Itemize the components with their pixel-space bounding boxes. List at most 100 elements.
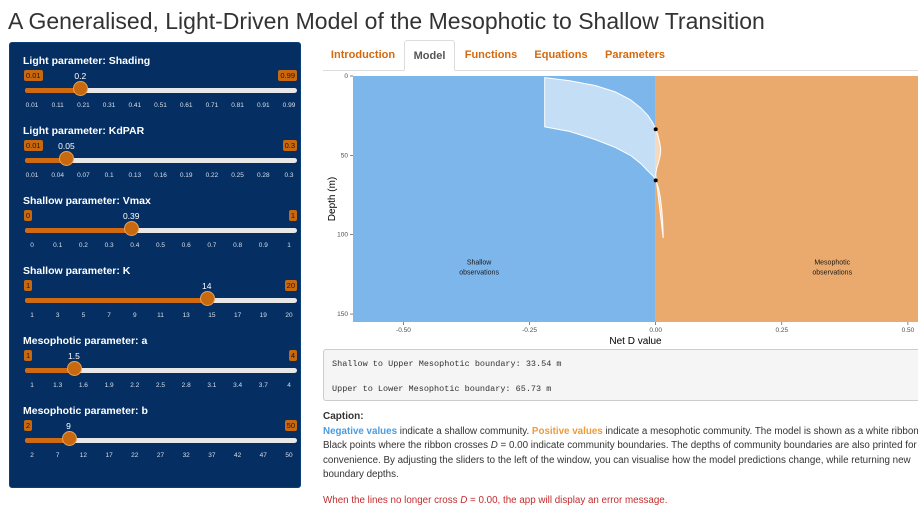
slider-label: Mesophotic parameter: b: [23, 405, 148, 417]
shading-slider[interactable]: Light parameter: Shading 0.01 0.99 0.2 0…: [23, 55, 297, 117]
y-tick-label: 50: [341, 152, 349, 159]
slider-tick-label: 7: [107, 312, 111, 319]
y-tick-label: 0: [344, 73, 348, 80]
tab-model[interactable]: Model: [404, 40, 455, 71]
slider-tick-label: 50: [285, 452, 293, 459]
slider-tick-label: 0.3: [104, 242, 114, 249]
caption-text: = 0.00 indicate community boundaries. Th…: [323, 440, 917, 480]
slider-ticks: 0 0.1 0.2 0.3 0.4 0.5 0.6 0.7 0.8 0.9 1: [23, 242, 297, 252]
slider-min-badge: 0: [24, 210, 33, 221]
slider-min-badge: 0.01: [24, 70, 43, 81]
slider-tick-label: 2.2: [130, 382, 140, 389]
slider-min-badge: 1: [24, 280, 33, 291]
slider-tick-label: 0.4: [130, 242, 140, 249]
tab-functions[interactable]: Functions: [464, 49, 518, 61]
slider-tick-label: 0.19: [179, 172, 193, 179]
slider-max-badge: 20: [284, 280, 297, 291]
slider-ticks: 2 7 12 17 22 27 32 37 42 47 50: [23, 452, 297, 462]
slider-tick-label: 0.01: [25, 172, 39, 179]
slider-value-label: 0.2: [74, 71, 87, 81]
x-tick-label: 0.50: [902, 327, 915, 334]
slider-tick-label: 5: [81, 312, 86, 319]
slider-tick-label: 11: [157, 312, 164, 319]
slider-tick-label: 0.25: [231, 172, 244, 179]
y-axis-title: Depth (m): [327, 177, 338, 221]
a-slider[interactable]: Mesophotic parameter: a 1 4 1.5 1 1.3 1.6 1…: [23, 335, 297, 397]
slider-tick-label: 0.9: [258, 242, 268, 249]
d-symbol: D: [460, 495, 468, 506]
region-label: Mesophotic: [814, 260, 850, 267]
slider-tick-label: 15: [208, 312, 216, 319]
slider-ticks: 1 1.3 1.6 1.9 2.2 2.5 2.8 3.1 3.4 3.7 4: [23, 382, 297, 392]
slider-tick-label: 0.28: [256, 172, 270, 179]
upper-lower-boundary-text: Upper to Lower Mesophotic boundary: 65.7…: [332, 384, 552, 394]
slider-thumb[interactable]: [199, 291, 215, 306]
slider-tick-label: 3.1: [207, 382, 217, 389]
slider-fill: [25, 158, 67, 163]
slider-thumb[interactable]: [73, 81, 89, 96]
slider-value-label: 0.39: [122, 211, 140, 221]
region-label: Shallow: [467, 260, 492, 267]
slider-label: Light parameter: Shading: [23, 55, 151, 67]
b-slider[interactable]: Mesophotic parameter: b 2 50 9 2 7 12 17 22 2…: [23, 405, 297, 467]
slider-tick-label: 12: [79, 452, 88, 459]
slider-tick-label: 0.51: [154, 102, 167, 109]
slider-tick-label: 7: [55, 452, 60, 459]
slider-track[interactable]: [25, 228, 297, 233]
slider-value-label: 1.5: [67, 351, 80, 361]
slider-min-badge: 2: [24, 420, 33, 431]
slider-tick-label: 0.61: [179, 102, 193, 109]
slider-track[interactable]: [25, 158, 297, 163]
slider-thumb[interactable]: [124, 221, 140, 236]
tab-bar: Introduction Model Functions Equations P…: [323, 40, 918, 71]
slider-tick-label: 13: [182, 312, 190, 319]
slider-tick-label: 32: [182, 452, 190, 459]
slider-tick-label: 0.99: [282, 102, 296, 109]
slider-tick-label: 0.2: [78, 242, 88, 249]
slider-tick-label: 1: [30, 382, 34, 389]
slider-tick-label: 0.11: [51, 102, 64, 109]
error-note: When the lines no longer cross D = 0.00,…: [323, 495, 667, 506]
plot-svg: Shallow observations Mesophotic observation…: [327, 73, 918, 347]
model-ribbon: [544, 77, 664, 238]
caption-text: indicate a mesophotic community. The mod…: [323, 425, 918, 452]
d-symbol: D: [490, 440, 498, 451]
slider-fill: [25, 88, 81, 93]
slider-tick-label: 1: [30, 312, 34, 319]
slider-thumb[interactable]: [66, 361, 82, 376]
slider-label: Mesophotic parameter: a: [23, 335, 148, 347]
slider-tick-label: 0.21: [77, 102, 90, 109]
tab-equations[interactable]: Equations: [534, 49, 588, 61]
slider-tick-label: 0.1: [104, 172, 114, 179]
tab-introduction[interactable]: Introduction: [330, 49, 396, 61]
slider-track[interactable]: [25, 368, 297, 373]
slider-tick-label: 0.7: [207, 242, 217, 249]
k-slider[interactable]: Shallow parameter: K 1 20 14 1 3 5 7 9 11 13 15…: [23, 265, 297, 327]
slider-track[interactable]: [25, 438, 297, 443]
slider-tick-label: 17: [233, 312, 242, 319]
positive-values-text: Positive values: [531, 425, 603, 437]
tab-parameters[interactable]: Parameters: [605, 49, 665, 61]
slider-label: Light parameter: KdPAR: [23, 125, 145, 137]
kdpar-slider[interactable]: Light parameter: KdPAR 0.01 0.3 0.05 0.0…: [23, 125, 297, 187]
slider-track[interactable]: [25, 88, 297, 93]
slider-tick-label: 22: [131, 452, 139, 459]
slider-tick-label: 4: [287, 382, 291, 389]
slider-tick-label: 0.1: [53, 242, 63, 249]
slider-tick-label: 42: [233, 452, 242, 459]
slider-max-badge: 50: [284, 420, 297, 431]
error-note-text: When the lines no longer cross: [323, 495, 461, 506]
slider-track[interactable]: [25, 298, 297, 303]
slider-tick-label: 0.31: [102, 102, 116, 109]
slider-tick-label: 1.3: [53, 382, 63, 389]
slider-tick-label: 0.01: [25, 102, 39, 109]
sidebar-panel: Light parameter: Shading 0.01 0.99 0.2 0…: [9, 42, 301, 488]
slider-tick-label: 47: [259, 452, 267, 459]
app-title: A Generalised, Light-Driven Model of the…: [8, 8, 765, 34]
slider-tick-label: 0.71: [205, 102, 219, 109]
slider-thumb[interactable]: [61, 431, 77, 446]
vmax-slider[interactable]: Shallow parameter: Vmax 0 1 0.39 0 0.1 0.2…: [23, 195, 297, 257]
slider-thumb[interactable]: [59, 151, 75, 166]
slider-tick-label: 0.6: [181, 242, 191, 249]
slider-value-label: 0.05: [58, 141, 75, 151]
